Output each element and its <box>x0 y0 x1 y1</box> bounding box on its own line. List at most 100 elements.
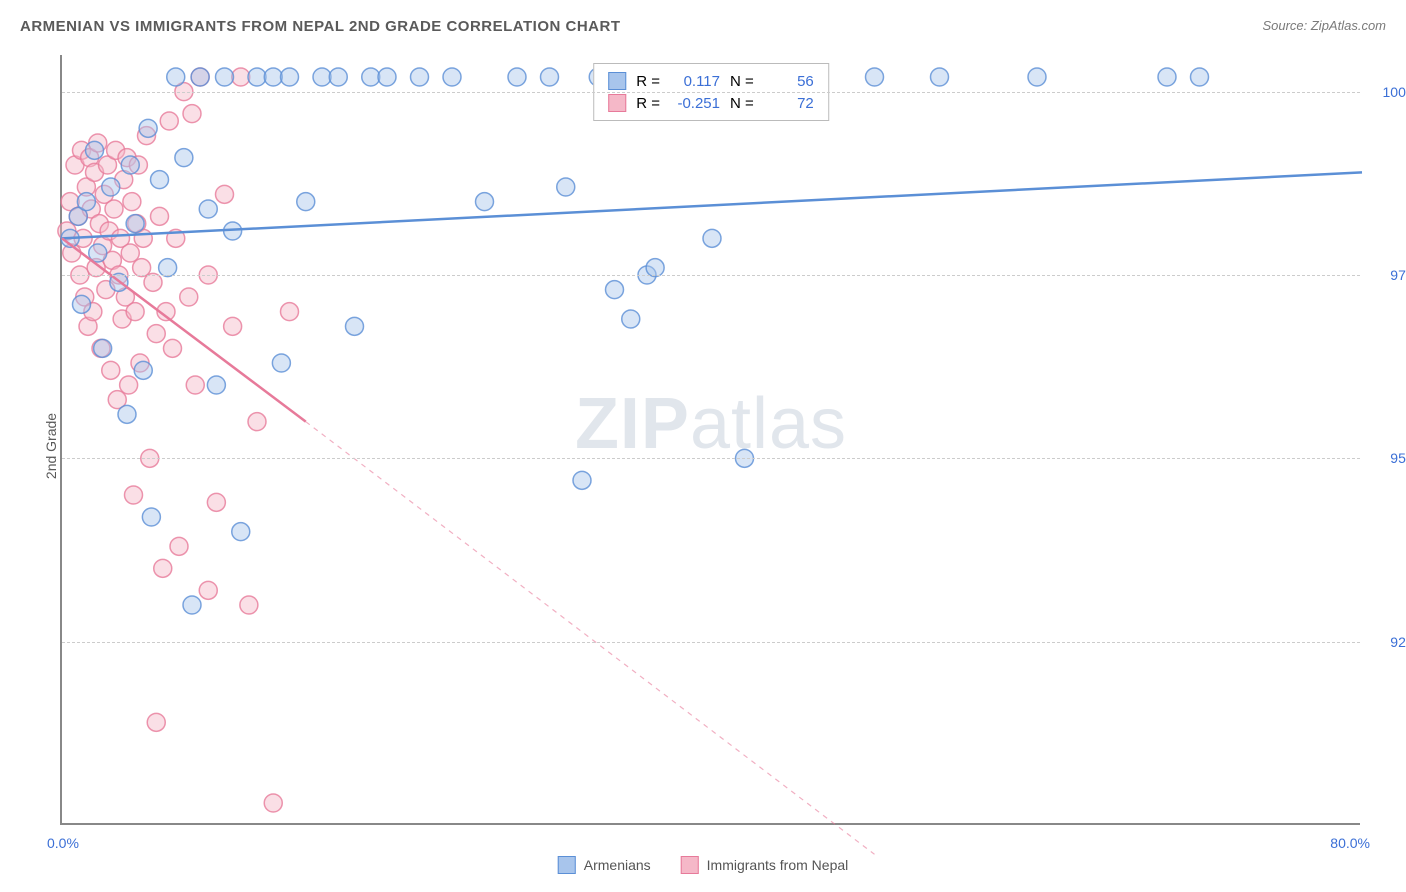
bottom-legend: Armenians Immigrants from Nepal <box>558 856 849 874</box>
data-point <box>703 229 721 247</box>
data-point <box>573 471 591 489</box>
source-attribution: Source: ZipAtlas.com <box>1262 18 1386 33</box>
data-point <box>541 68 559 86</box>
x-tick-label: 80.0% <box>1330 835 1370 851</box>
data-point <box>362 68 380 86</box>
data-point <box>164 339 182 357</box>
data-point <box>186 376 204 394</box>
swatch-armenians <box>608 72 626 90</box>
data-point <box>86 141 104 159</box>
trend-line-armenians <box>62 172 1362 238</box>
data-point <box>378 68 396 86</box>
chart-title: ARMENIAN VS IMMIGRANTS FROM NEPAL 2ND GR… <box>20 18 621 35</box>
data-point <box>346 317 364 335</box>
r-label: R = <box>636 73 660 90</box>
n-value-armenians: 56 <box>764 73 814 90</box>
data-point <box>183 596 201 614</box>
legend-swatch-nepal <box>681 856 699 874</box>
data-point <box>207 376 225 394</box>
data-point <box>216 68 234 86</box>
data-point <box>646 259 664 277</box>
data-point <box>151 171 169 189</box>
x-tick-label: 0.0% <box>47 835 79 851</box>
data-point <box>199 200 217 218</box>
data-point <box>105 200 123 218</box>
data-point <box>142 508 160 526</box>
data-point <box>183 105 201 123</box>
data-point <box>224 317 242 335</box>
data-point <box>313 68 331 86</box>
y-axis-label: 2nd Grade <box>43 413 59 479</box>
y-tick-label: 97.5% <box>1390 267 1406 283</box>
data-point <box>1028 68 1046 86</box>
data-point <box>297 193 315 211</box>
data-point <box>232 523 250 541</box>
data-point <box>248 68 266 86</box>
legend-item-armenians: Armenians <box>558 856 651 874</box>
data-point <box>272 354 290 372</box>
data-point <box>126 303 144 321</box>
data-point <box>134 361 152 379</box>
data-point <box>121 156 139 174</box>
plot-area: ZIPatlas R = 0.117 N = 56 R = -0.251 N =… <box>60 55 1360 825</box>
data-point <box>125 486 143 504</box>
r-label: R = <box>636 95 660 112</box>
data-point <box>329 68 347 86</box>
data-point <box>102 178 120 196</box>
n-label: N = <box>730 95 754 112</box>
data-point <box>159 259 177 277</box>
data-point <box>476 193 494 211</box>
legend-item-nepal: Immigrants from Nepal <box>681 856 849 874</box>
data-point <box>147 325 165 343</box>
data-point <box>118 405 136 423</box>
data-point <box>411 68 429 86</box>
data-point <box>931 68 949 86</box>
data-point <box>281 68 299 86</box>
legend-swatch-armenians <box>558 856 576 874</box>
data-point <box>216 185 234 203</box>
swatch-nepal <box>608 94 626 112</box>
data-point <box>191 68 209 86</box>
data-point <box>160 112 178 130</box>
n-label: N = <box>730 73 754 90</box>
data-point <box>154 559 172 577</box>
gridline <box>62 92 1360 93</box>
data-point <box>264 794 282 812</box>
data-point <box>170 537 188 555</box>
data-point <box>281 303 299 321</box>
y-tick-label: 92.5% <box>1390 634 1406 650</box>
stats-row-nepal: R = -0.251 N = 72 <box>608 92 814 114</box>
data-point <box>147 713 165 731</box>
data-point <box>1191 68 1209 86</box>
data-point <box>606 281 624 299</box>
legend-label-armenians: Armenians <box>584 857 651 873</box>
stats-row-armenians: R = 0.117 N = 56 <box>608 70 814 92</box>
data-point <box>180 288 198 306</box>
data-point <box>207 493 225 511</box>
data-point <box>144 273 162 291</box>
r-value-armenians: 0.117 <box>670 73 720 90</box>
data-point <box>121 244 139 262</box>
data-point <box>77 193 95 211</box>
data-point <box>232 68 250 86</box>
y-tick-label: 95.0% <box>1390 450 1406 466</box>
data-point <box>120 376 138 394</box>
data-point <box>175 149 193 167</box>
gridline <box>62 275 1360 276</box>
data-point <box>139 119 157 137</box>
trend-line-nepal-dashed <box>306 422 875 855</box>
data-point <box>126 215 144 233</box>
r-value-nepal: -0.251 <box>670 95 720 112</box>
data-point <box>240 596 258 614</box>
data-point <box>102 361 120 379</box>
data-point <box>443 68 461 86</box>
data-point <box>866 68 884 86</box>
data-point <box>94 339 112 357</box>
gridline <box>62 458 1360 459</box>
gridline <box>62 642 1360 643</box>
trend-line-nepal <box>62 238 306 421</box>
legend-label-nepal: Immigrants from Nepal <box>707 857 849 873</box>
data-point <box>199 581 217 599</box>
scatter-svg <box>62 55 1362 825</box>
data-point <box>151 207 169 225</box>
